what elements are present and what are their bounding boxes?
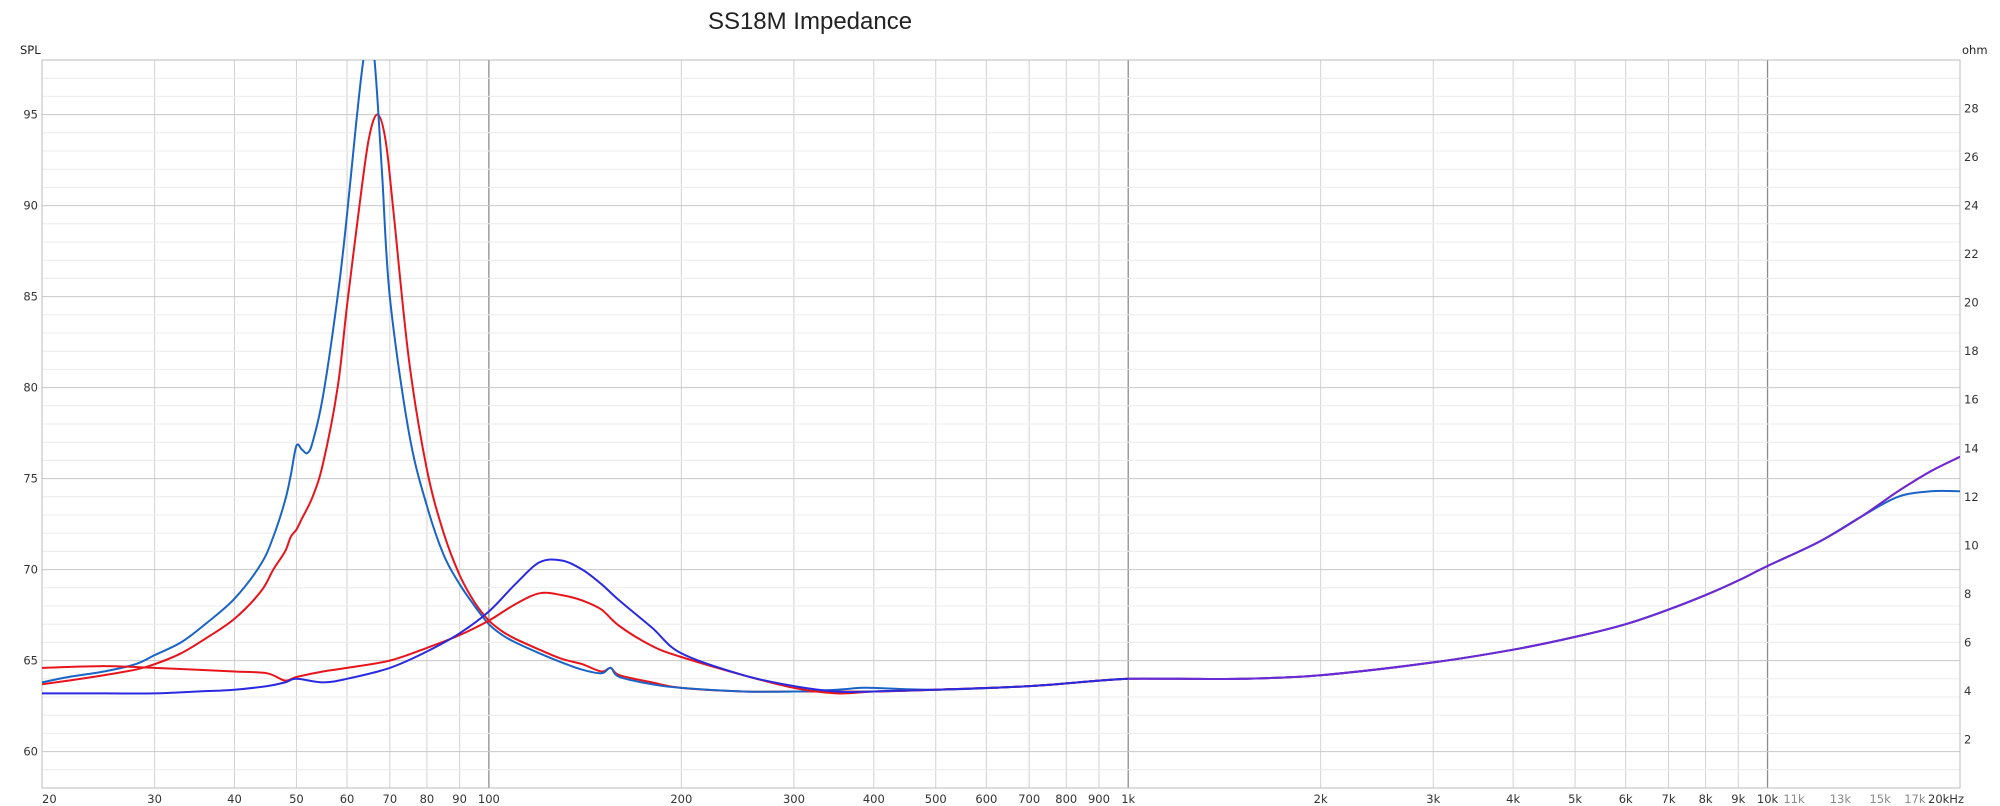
series-line-2 [42, 60, 1960, 693]
y-left-tick-label: 85 [23, 290, 38, 304]
y-right-tick-label: 26 [1964, 150, 1979, 164]
y-left-tick-label: 70 [23, 563, 38, 577]
y-right-tick-label: 2 [1964, 732, 1971, 746]
x-tick-label: 600 [975, 792, 997, 806]
x-tick-label: 70 [383, 792, 398, 806]
x-tick-label: 90 [452, 792, 467, 806]
y-right-tick-label: 8 [1964, 587, 1971, 601]
y-right-tick-label: 14 [1964, 441, 1979, 455]
series-line-3 [42, 591, 1129, 695]
series-lines [42, 60, 1960, 695]
x-tick-label: 80 [420, 792, 435, 806]
y-left-tick-label: 75 [23, 472, 38, 486]
y-right-tick-label: 12 [1964, 490, 1979, 504]
y-right-tick-label: 6 [1964, 635, 1971, 649]
y-left-tick-label: 95 [23, 108, 38, 122]
y-left-tick-label: 65 [23, 654, 38, 668]
x-tick-label: 30 [147, 792, 162, 806]
plot-border [41, 59, 1961, 789]
x-tick-label: 20kHz [1928, 792, 1964, 806]
x-tick-label: 20 [42, 792, 57, 806]
x-tick-label: 300 [783, 792, 805, 806]
x-tick-label: 50 [289, 792, 304, 806]
series-line-1 [42, 113, 1960, 693]
x-tick-label: 5k [1568, 792, 1582, 806]
series-line-5 [1128, 455, 1960, 681]
x-tick-label: 800 [1055, 792, 1077, 806]
x-tick-label: 700 [1018, 792, 1040, 806]
y-right-tick-label: 10 [1964, 538, 1979, 552]
x-tick-label: 4k [1506, 792, 1520, 806]
y-right-tick-label: 24 [1964, 199, 1979, 213]
x-tick-label: 1k [1121, 792, 1135, 806]
chart-title: SS18M Impedance [707, 8, 913, 35]
x-tick-label: 500 [925, 792, 947, 806]
x-tick-label: 3k [1426, 792, 1440, 806]
x-tick-label: 200 [670, 792, 692, 806]
x-tick-label: 11k [1783, 792, 1805, 806]
x-tick-label: 900 [1088, 792, 1110, 806]
x-tick-label: 7k [1662, 792, 1676, 806]
tick-labels: 20 30 40 50 60 70 80 90 100 200 300 400 500 600 700 800… [23, 102, 1978, 806]
x-tick-label: 6k [1619, 792, 1633, 806]
x-tick-label: 9k [1731, 792, 1745, 806]
y-right-tick-label: 28 [1964, 102, 1979, 116]
y-axis-left-title: SPL [20, 43, 41, 57]
x-tick-label: 400 [863, 792, 885, 806]
y-left-tick-label: 60 [23, 745, 38, 759]
y-right-tick-label: 16 [1964, 393, 1979, 407]
y-right-tick-label: 4 [1964, 684, 1971, 698]
grid [41, 59, 1961, 789]
y-right-tick-label: 22 [1964, 247, 1979, 261]
x-tick-label: 10k [1757, 792, 1779, 806]
x-tick-label: 17k [1904, 792, 1926, 806]
y-right-tick-label: 18 [1964, 344, 1979, 358]
y-left-tick-label: 90 [23, 199, 38, 213]
x-tick-label: 15k [1869, 792, 1891, 806]
x-tick-label: 8k [1699, 792, 1713, 806]
x-tick-label: 13k [1830, 792, 1852, 806]
x-tick-label: 40 [227, 792, 242, 806]
x-tick-label: 60 [340, 792, 355, 806]
series-line-4 [42, 558, 1129, 695]
y-right-tick-label: 20 [1964, 296, 1979, 310]
y-axis-right-title: ohm [1962, 43, 1988, 57]
x-tick-label: 2k [1314, 792, 1328, 806]
x-tick-label: 100 [478, 792, 500, 806]
y-left-tick-label: 80 [23, 381, 38, 395]
